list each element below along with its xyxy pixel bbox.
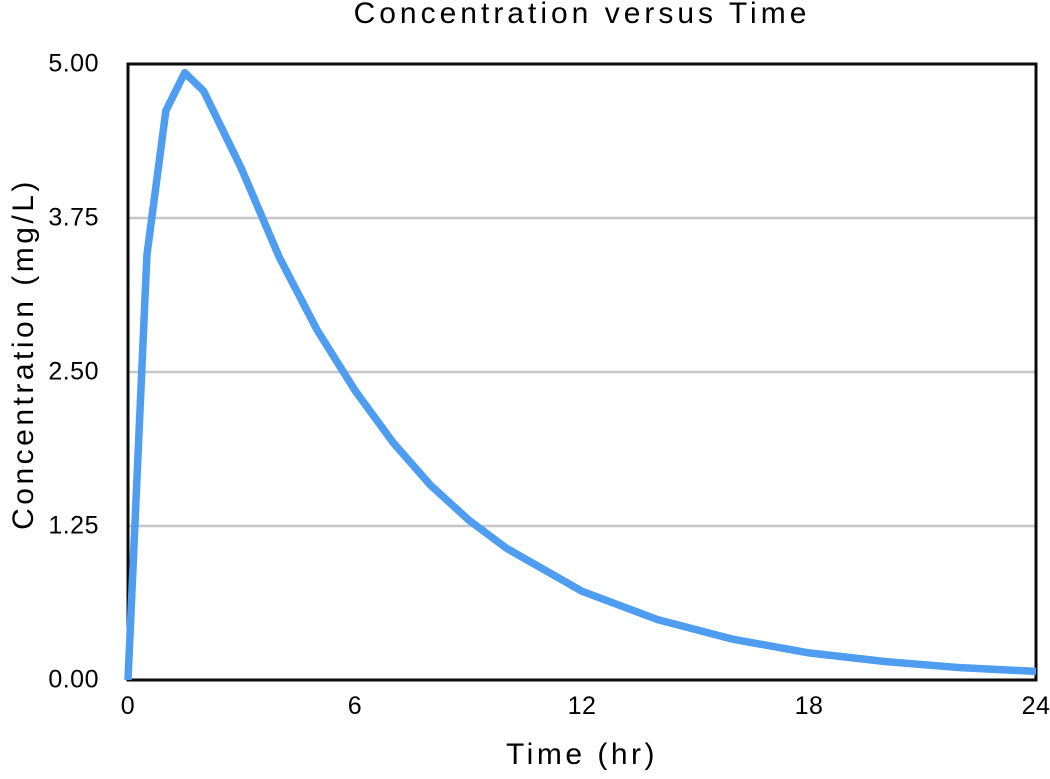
y-tick-label: 1.25: [48, 511, 99, 540]
chart-title: Concentration versus Time: [353, 0, 811, 30]
x-axis-title: Time (hr): [505, 738, 659, 771]
x-tick-label: 18: [794, 692, 824, 720]
y-tick-label: 2.50: [48, 357, 99, 386]
y-tick-label: 0.00: [48, 665, 99, 694]
x-tick-label: 6: [347, 692, 363, 720]
x-tick-label: 24: [1021, 692, 1050, 720]
horizontal-gridlines: [128, 216, 1036, 528]
plot-border: [126, 62, 1038, 682]
concentration-series-line: [124, 68, 1037, 681]
x-tick-label: 12: [567, 692, 597, 720]
x-tick-label: 0: [120, 692, 136, 720]
y-tick-label: 5.00: [48, 49, 99, 78]
y-tick-label: 3.75: [48, 203, 99, 232]
